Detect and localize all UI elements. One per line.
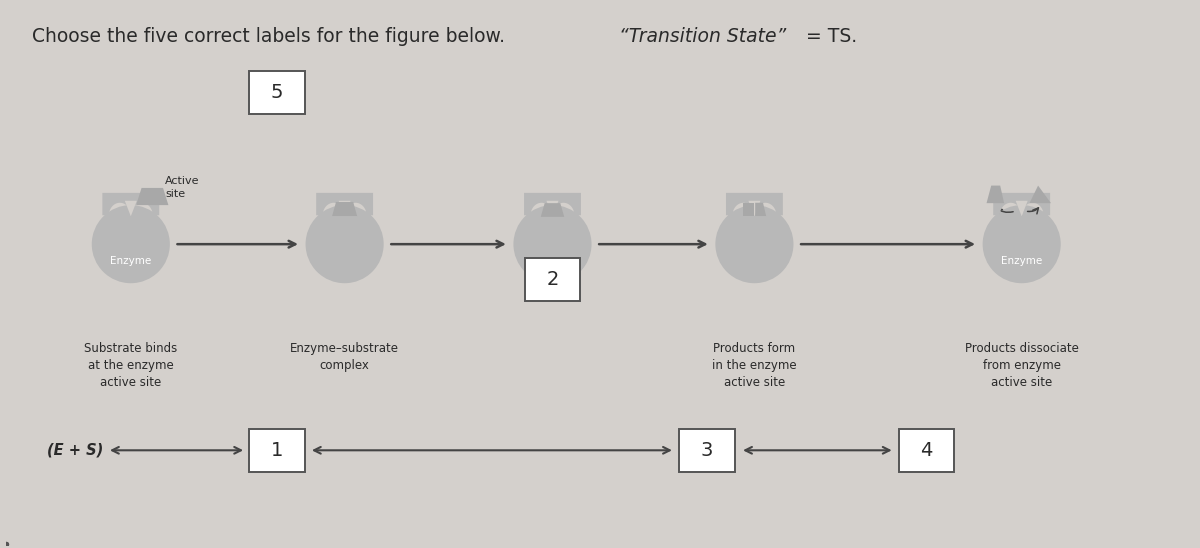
FancyBboxPatch shape [250,429,305,472]
Text: (E + S): (E + S) [47,443,103,458]
Polygon shape [332,202,358,216]
Text: Products dissociate
from enzyme
active site: Products dissociate from enzyme active s… [965,342,1079,389]
Polygon shape [1015,201,1027,216]
Text: Active
site: Active site [166,176,199,199]
FancyBboxPatch shape [679,429,734,472]
Polygon shape [1030,186,1051,203]
Text: Enzyme–substrate
complex: Enzyme–substrate complex [290,342,400,372]
Text: Substrate binds
at the enzyme
active site: Substrate binds at the enzyme active sit… [84,342,178,389]
Text: Products form
in the enzyme
active site: Products form in the enzyme active site [712,342,797,389]
Polygon shape [136,188,168,205]
Text: Enzyme: Enzyme [110,255,151,266]
Text: 5: 5 [271,83,283,102]
Text: 2: 2 [546,270,559,289]
Text: “Transition State”: “Transition State” [619,27,786,46]
Circle shape [514,205,592,283]
Polygon shape [749,201,761,216]
Text: 1: 1 [271,441,283,460]
Polygon shape [994,193,1050,215]
Text: 4: 4 [920,441,932,460]
Polygon shape [541,203,564,217]
FancyBboxPatch shape [899,429,954,472]
Text: 3: 3 [701,441,713,460]
Polygon shape [316,193,373,215]
Text: = TS.: = TS. [799,27,857,46]
Polygon shape [102,193,160,215]
Polygon shape [338,201,350,216]
Circle shape [91,205,170,283]
Text: Enzyme: Enzyme [1001,255,1043,266]
Polygon shape [726,193,782,215]
Circle shape [306,205,384,283]
Circle shape [715,205,793,283]
Circle shape [983,205,1061,283]
Polygon shape [755,203,766,216]
Polygon shape [524,193,581,215]
Polygon shape [743,203,754,216]
Polygon shape [546,201,558,216]
Text: Choose the five correct labels for the figure below.: Choose the five correct labels for the f… [32,27,511,46]
Polygon shape [125,201,137,216]
Polygon shape [986,186,1004,203]
FancyBboxPatch shape [250,71,305,114]
FancyBboxPatch shape [524,258,581,301]
